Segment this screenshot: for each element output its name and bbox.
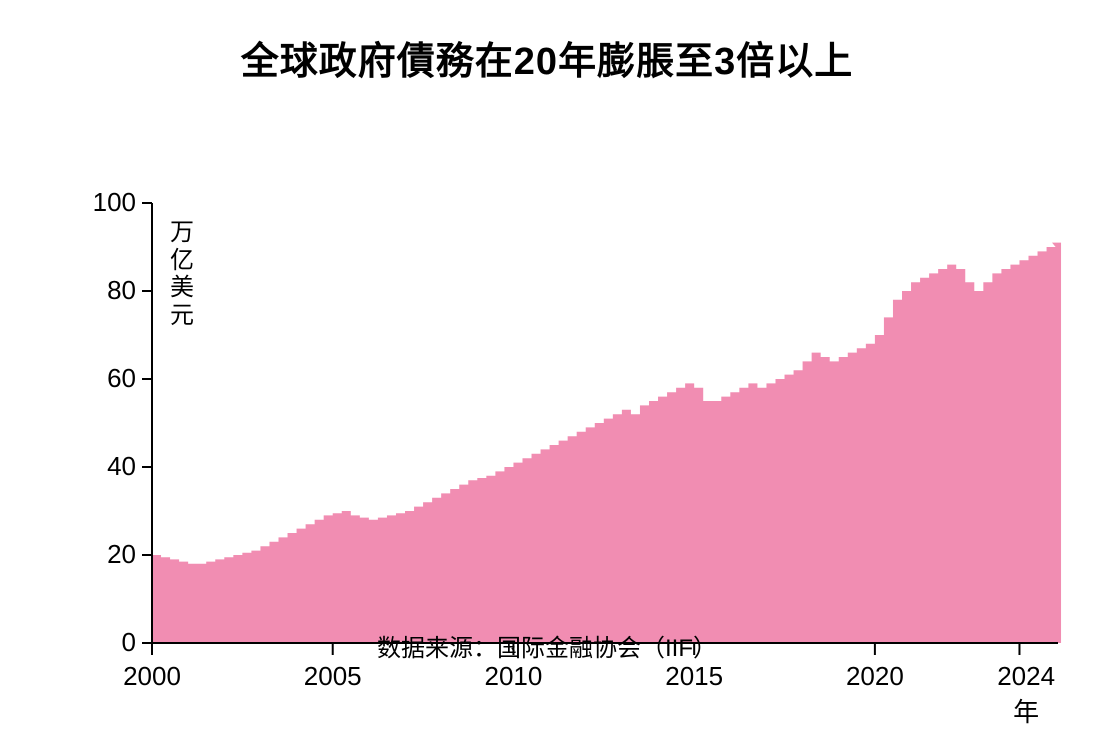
y-tick-label: 40 (107, 451, 136, 482)
area-chart (86, 195, 1086, 703)
chart-title: 全球政府債務在20年膨脹至3倍以上 (0, 0, 1094, 85)
y-tick-label: 60 (107, 363, 136, 394)
x-tick-label: 2005 (304, 661, 362, 692)
x-tick-label: 2024年 (993, 661, 1060, 729)
y-axis-unit-label: 万亿美元 (170, 219, 194, 329)
y-tick-label: 100 (93, 187, 136, 218)
x-tick-label: 2020 (846, 661, 904, 692)
y-tick-label: 80 (107, 275, 136, 306)
chart-container: 万亿美元 02040608010020002005201020152020202… (86, 195, 1086, 703)
x-tick-label: 2000 (123, 661, 181, 692)
x-tick-label: 2010 (485, 661, 543, 692)
area-fill (152, 243, 1061, 643)
x-tick-label: 2015 (665, 661, 723, 692)
y-tick-label: 20 (107, 539, 136, 570)
source-caption: 数据来源：国际金融协会（IIF） (0, 628, 1094, 663)
